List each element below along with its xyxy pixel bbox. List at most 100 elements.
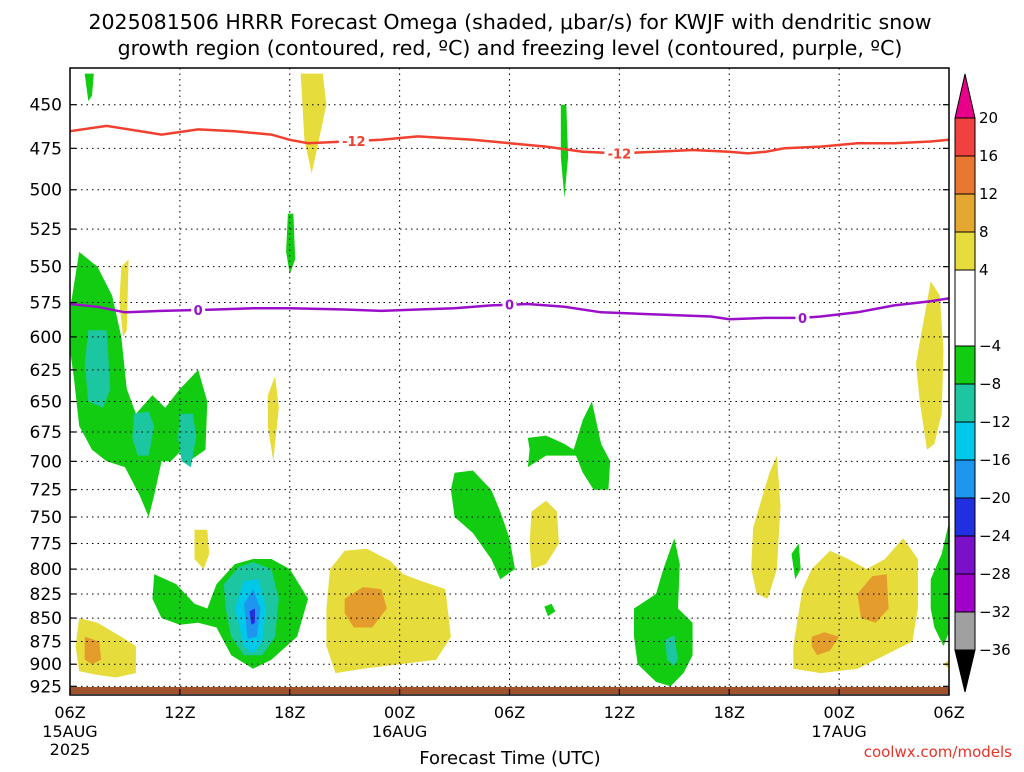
y-tick-label: 675 [30, 423, 62, 443]
omega-region-green [634, 538, 693, 687]
colorbar-band [954, 459, 976, 499]
y-tick-label: 500 [30, 181, 62, 201]
chart-title-line-2: growth region (contoured, red, ºC) and f… [118, 36, 903, 60]
y-tick-label: 550 [30, 258, 62, 278]
contour-label: 0 [194, 304, 203, 319]
colorbar-label: 20 [979, 109, 998, 127]
colorbar-band [954, 117, 976, 157]
x-tick-label: 00Z [384, 703, 415, 722]
omega-region-green [573, 401, 611, 490]
colorbar-label: −8 [979, 375, 1001, 393]
contour-label-background [191, 302, 206, 319]
omega-region-yellow [194, 529, 210, 570]
y-tick-label: 625 [30, 361, 62, 381]
omega-region-yellow [267, 376, 279, 462]
y-tick-label: 750 [30, 508, 62, 528]
y-tick-label: 925 [30, 677, 62, 697]
colorbar-band [954, 421, 976, 461]
omega-region-green [527, 435, 583, 468]
x-date-label: 16AUG [372, 722, 427, 741]
omega-shading [70, 73, 949, 687]
colorbar-label: −20 [979, 489, 1011, 507]
colorbar-band [954, 269, 976, 347]
colorbar-label: −32 [979, 603, 1011, 621]
colorbar-top-arrow [954, 73, 976, 119]
omega-region-green [450, 470, 515, 580]
omega-region-orange [344, 587, 387, 628]
colorbar-label: −36 [979, 641, 1011, 659]
omega-region-green [544, 603, 556, 617]
omega-region-green [791, 543, 801, 580]
y-tick-label: 800 [30, 560, 62, 580]
colorbar-band [954, 193, 976, 233]
colorbar-label: −4 [979, 337, 1001, 355]
x-tick-label: 00Z [823, 703, 854, 722]
omega-region-green [70, 251, 208, 517]
y-tick-label: 700 [30, 452, 62, 472]
x-tick-label: 18Z [714, 703, 745, 722]
colorbar-label: −28 [979, 565, 1011, 583]
x-tick-label: 12Z [604, 703, 635, 722]
colorbar-band [954, 497, 976, 537]
y-tick-label: 525 [30, 220, 62, 240]
y-tick-label: 825 [30, 585, 62, 605]
contour-label-background [795, 309, 810, 326]
omega-colorbar: 20 16 12 8 4 −4 −8 −12 −16 −20 −24 −28 −32 −36 [954, 73, 1011, 693]
contour-label: -12 [342, 135, 366, 150]
omega-region-orange [857, 574, 889, 623]
temperature-contours: -12 -12 0 0 0 [69, 124, 950, 327]
contour-label-background [338, 133, 369, 150]
y-tick-label: 475 [30, 139, 62, 159]
colorbar-label: 4 [979, 261, 989, 279]
colorbar-label: 12 [979, 185, 998, 203]
omega-region-yellow [916, 281, 944, 450]
omega-region-yellow [75, 618, 136, 678]
y-tick-label: 450 [30, 96, 62, 116]
omega-region-yellow [751, 455, 781, 599]
contour-label-background [502, 296, 517, 313]
colorbar-band [954, 345, 976, 385]
omega-region-teal [665, 635, 678, 666]
omega-region-teal [84, 330, 111, 408]
y-tick-label: 850 [30, 609, 62, 629]
omega-region-yellow [326, 548, 451, 674]
x-tick-label: 06Z [54, 703, 85, 722]
contour-label: -12 [608, 147, 632, 162]
y-tick-label: 600 [30, 328, 62, 348]
x-tick-label: 12Z [164, 703, 195, 722]
x-tick-label: 06Z [494, 703, 525, 722]
omega-region-yellow [793, 538, 918, 674]
colorbar-bottom-arrow [954, 649, 976, 693]
colorbar-label: 16 [979, 147, 998, 165]
omega-region-blue [249, 608, 255, 625]
omega-region-yellow [119, 259, 129, 337]
chart-title-line-1: 2025081506 HRRR Forecast Omega (shaded, … [88, 10, 931, 34]
contour-label: 0 [798, 312, 807, 327]
contour-label: 0 [505, 299, 514, 314]
omega-region-orange [84, 636, 102, 665]
colorbar-band [954, 535, 976, 575]
x-tick-label: 18Z [274, 703, 305, 722]
colorbar-label: −24 [979, 527, 1011, 545]
y-tick-label: 725 [30, 481, 62, 501]
y-tick-label: 775 [30, 535, 62, 555]
omega-region-green [560, 104, 569, 198]
credit-text: coolwx.com/models [864, 743, 1012, 761]
pressure-axis: 450 475 500 525 550 575 600 625 650 675 700 725 750 7… [30, 96, 949, 697]
omega-region-teal [132, 411, 155, 456]
x-date-label: 17AUG [811, 722, 866, 741]
colorbar-band [954, 383, 976, 423]
x-date-label: 2025 [50, 740, 91, 759]
y-tick-label: 875 [30, 632, 62, 652]
omega-region-yellow [529, 500, 559, 570]
colorbar-label: −12 [979, 413, 1011, 431]
omega-region-green [84, 73, 94, 102]
x-tick-label: 06Z [933, 703, 964, 722]
colorbar-band [954, 611, 976, 651]
omega-region-green [286, 213, 296, 274]
omega-region-yellow [300, 73, 327, 174]
y-tick-label: 650 [30, 393, 62, 413]
colorbar-band [954, 573, 976, 613]
